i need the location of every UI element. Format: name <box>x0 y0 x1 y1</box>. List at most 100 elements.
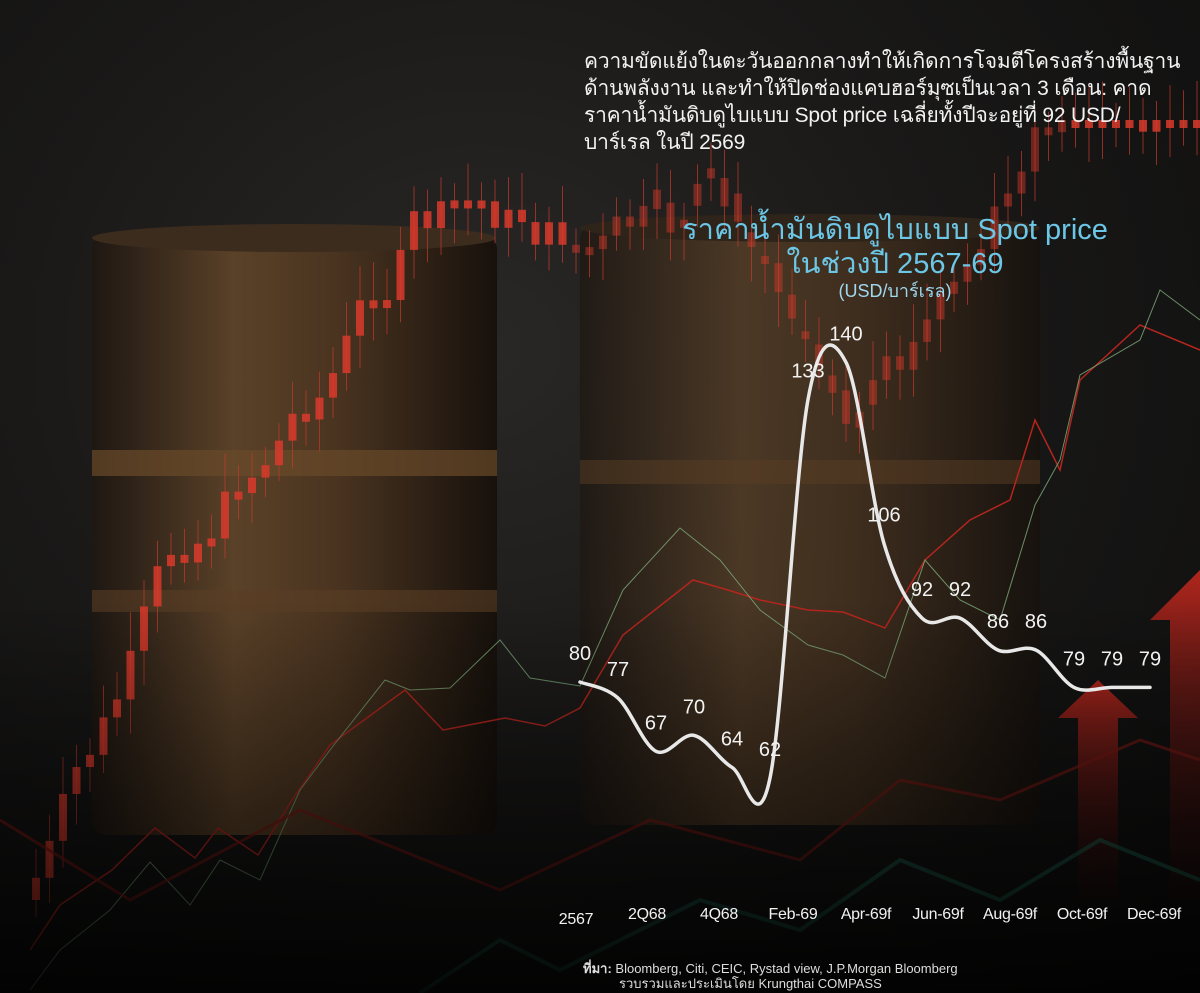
candle-body <box>585 247 594 256</box>
candle-body <box>599 235 607 250</box>
candle-body <box>612 216 621 236</box>
candle-body <box>477 200 486 209</box>
data-label: 86 <box>1025 611 1047 633</box>
x-tick-label: Aug-69f <box>983 906 1037 923</box>
candle-body <box>707 168 715 179</box>
candle-body <box>288 413 297 441</box>
candle-body <box>153 566 162 607</box>
candle-body <box>342 335 351 374</box>
data-label: 67 <box>645 712 667 734</box>
candle-body <box>828 375 837 393</box>
candle-body <box>194 543 202 563</box>
candle-body <box>1112 120 1120 128</box>
candle-body <box>963 264 972 282</box>
candle-body <box>1193 120 1200 128</box>
data-label: 64 <box>721 728 743 750</box>
candle-body <box>1058 120 1066 133</box>
data-label: 77 <box>607 659 629 681</box>
candle-body <box>990 206 999 250</box>
chart-unit-label: (USD/บาร์เรล) <box>838 281 952 301</box>
candle-body <box>1085 120 1093 128</box>
data-label: 86 <box>987 611 1009 633</box>
candle-body <box>1179 120 1188 128</box>
candle-body <box>464 200 472 209</box>
candle-body <box>572 244 580 253</box>
candle-body <box>909 341 918 370</box>
price-series-line <box>578 343 1152 806</box>
candle-body <box>234 491 243 500</box>
source-note: ที่มา: Bloomberg, Citi, CEIC, Rystad vie… <box>583 961 958 991</box>
x-tick-label: 4Q68 <box>700 906 738 923</box>
x-tick-label: Dec-69f <box>1127 906 1181 923</box>
candle-body <box>167 554 175 567</box>
candle-body <box>1139 120 1147 132</box>
candle-body <box>302 413 310 422</box>
x-tick-label: Jun-69f <box>912 906 964 923</box>
candle-body <box>369 300 378 309</box>
data-label: 79 <box>1063 648 1085 670</box>
candle-body <box>882 356 891 381</box>
candle-body <box>356 300 364 336</box>
candle-body <box>545 222 553 245</box>
candle-body <box>977 249 985 265</box>
candle-body <box>734 193 742 222</box>
candle-body <box>1004 193 1012 207</box>
x-tick-label: 2567 <box>558 911 594 928</box>
candle-body <box>842 390 850 424</box>
candle-body <box>1031 127 1039 172</box>
candle-body <box>207 538 216 547</box>
candle-body <box>1098 120 1107 128</box>
candle-body <box>504 209 513 228</box>
candle-body <box>761 256 769 265</box>
candle-body <box>1017 171 1026 194</box>
candle-body <box>801 331 810 340</box>
candle-body <box>680 219 688 228</box>
data-label: 140 <box>829 323 862 345</box>
candle-body <box>720 178 729 207</box>
candle-body <box>1071 120 1080 128</box>
chart-subtitle: ในช่วงปี 2567-69 <box>786 248 1004 280</box>
candle-body <box>666 202 675 233</box>
chart-title: ราคาน้ำมันดิบดูไบแบบ Spot price <box>682 214 1108 246</box>
candle-body <box>180 554 189 563</box>
x-tick-label: 2Q68 <box>628 906 666 923</box>
candle-body <box>437 201 445 229</box>
candle-body <box>558 222 567 245</box>
candle-body <box>774 263 783 293</box>
source-line-2: รวบรวมและประเมินโดย Krungthai COMPASS <box>619 976 882 991</box>
candle-body <box>788 294 796 319</box>
candle-body <box>396 249 405 301</box>
candle-body <box>518 209 526 223</box>
data-label: 79 <box>1139 648 1161 670</box>
candle-body <box>491 201 499 228</box>
candle-body <box>896 356 904 370</box>
candle-body <box>275 440 283 466</box>
candle-body <box>950 281 958 294</box>
source-line-1: Bloomberg, Citi, CEIC, Rystad view, J.P.… <box>615 961 958 976</box>
candle-body <box>1166 120 1174 128</box>
candle-body <box>936 293 945 320</box>
candle-body <box>1125 120 1134 128</box>
candle-body <box>747 232 756 247</box>
candle-body <box>653 189 661 210</box>
source-label: ที่มา: <box>583 961 612 976</box>
data-label: 92 <box>911 579 933 601</box>
x-tick-label: Feb-69 <box>768 906 818 923</box>
data-label: 70 <box>683 696 705 718</box>
candle-body <box>261 465 270 478</box>
candle-body <box>1044 127 1053 136</box>
data-label: 92 <box>949 579 971 601</box>
candle-body <box>410 211 418 250</box>
data-label: 62 <box>759 739 781 761</box>
candle-body <box>531 222 540 245</box>
candle-body <box>248 477 256 494</box>
x-tick-label: Apr-69f <box>840 906 892 923</box>
candle-body <box>329 373 337 398</box>
data-label: 133 <box>791 361 824 383</box>
candle-body <box>693 183 702 206</box>
headline-text: ความขัดแย้งในตะวันออกกลางทำให้เกิดการโจม… <box>584 50 1181 154</box>
candle-body <box>315 397 324 420</box>
candle-body <box>221 491 229 539</box>
